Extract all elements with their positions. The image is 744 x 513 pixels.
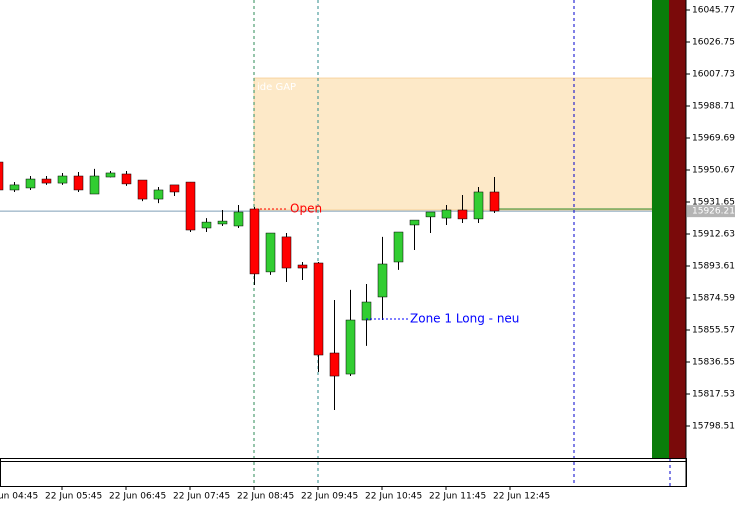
x-tick-label: 22 Jun 05:45	[45, 492, 102, 502]
candle-body	[169, 184, 180, 193]
candle-body	[73, 175, 84, 191]
candle-body	[345, 319, 356, 375]
last-price-label: 15926.21	[692, 207, 735, 217]
candle-body	[185, 181, 196, 231]
y-tick-label: 15817.53	[692, 389, 735, 399]
x-tick-label: 22 Jun 10:45	[365, 492, 422, 502]
annotation-label: Zone 1 Long - neu	[410, 312, 519, 326]
candle-body	[329, 352, 340, 377]
y-tick-label: 16007.73	[692, 69, 735, 79]
candle-body	[25, 178, 36, 189]
y-tick-label: 15893.61	[692, 261, 735, 271]
candle-body	[137, 179, 148, 200]
candle-body	[153, 189, 164, 200]
y-tick-label: 15931.65	[692, 197, 735, 207]
candle-body	[473, 191, 484, 220]
candle-body	[9, 184, 20, 191]
candle-body	[0, 161, 4, 191]
candle-body	[441, 209, 452, 219]
y-tick-label: 16045.77	[692, 5, 735, 15]
x-tick-label: 22 Jun 11:45	[429, 492, 486, 502]
y-tick-label: 15798.51	[692, 421, 735, 431]
y-tick-label: 15874.59	[692, 293, 735, 303]
y-tick-label: 15855.57	[692, 325, 735, 335]
last-price-box	[687, 205, 735, 218]
candle-body	[89, 175, 100, 195]
candle-body	[489, 191, 500, 212]
volume-profile-bar	[652, 0, 669, 458]
candle-body	[393, 231, 404, 263]
y-tick-label: 15836.55	[692, 357, 735, 367]
y-tick-label: 15950.67	[692, 165, 735, 175]
x-tick-label: 22 Jun 07:45	[173, 492, 230, 502]
candle-body	[409, 219, 420, 226]
gap-zone	[253, 77, 653, 211]
y-tick-label: 15988.71	[692, 101, 735, 111]
candle-body	[265, 232, 276, 273]
y-tick-label: 15969.69	[692, 133, 735, 143]
candle-body	[313, 262, 324, 356]
x-tick-label: 22 Jun 06:45	[109, 492, 166, 502]
annotation-label: Open	[290, 201, 322, 215]
y-tick-label: 15912.63	[692, 229, 735, 239]
candle-body	[105, 172, 116, 178]
candle-body	[281, 236, 292, 269]
candle-body	[121, 173, 132, 185]
candle-body	[57, 175, 68, 184]
candle-body	[457, 209, 468, 220]
y-tick-label: 16026.75	[692, 37, 735, 47]
candle-body	[361, 301, 372, 321]
candle-body	[41, 178, 52, 184]
candle-body	[217, 220, 228, 225]
candle-body	[249, 208, 260, 275]
x-tick-label: 22 Jun 04:45	[0, 492, 38, 502]
candle-body	[425, 211, 436, 218]
x-tick-label: 22 Jun 12:45	[493, 492, 550, 502]
candle-body	[297, 264, 308, 269]
volume-profile-bar	[669, 0, 686, 458]
candle-body	[201, 221, 212, 229]
candle-body	[377, 263, 388, 298]
x-tick-label: 22 Jun 08:45	[237, 492, 294, 502]
x-tick-label: 22 Jun 09:45	[301, 492, 358, 502]
candle-body	[233, 211, 244, 227]
zone-label: ide GAP	[257, 82, 296, 93]
